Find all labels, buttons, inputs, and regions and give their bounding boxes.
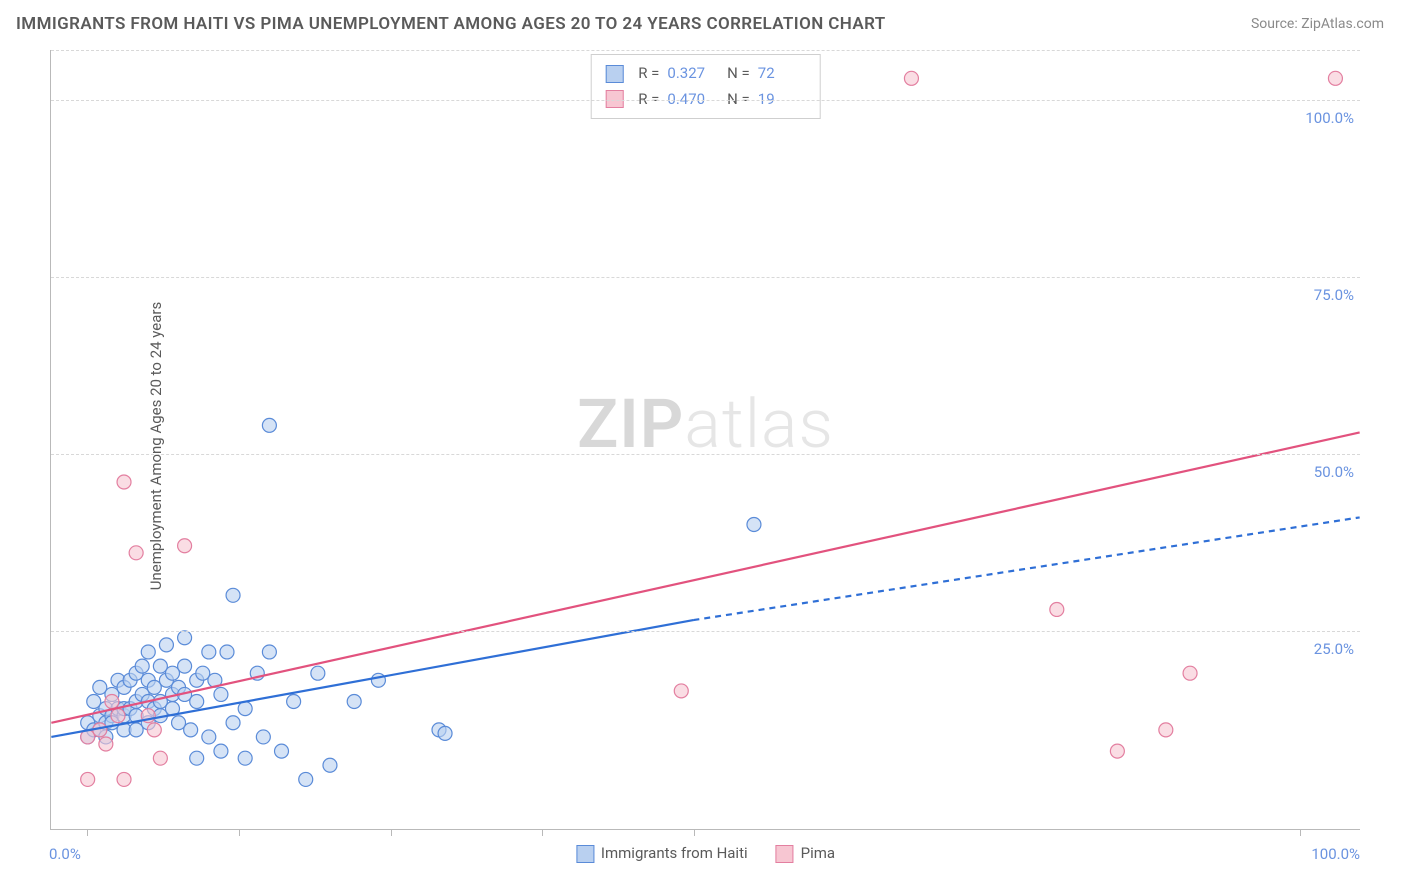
stat-n-label: N = bbox=[723, 61, 749, 87]
plot-area: ZIPatlas R =0.327 N =72R =0.470 N =19 Im… bbox=[50, 50, 1360, 830]
data-point bbox=[129, 546, 143, 560]
data-point bbox=[323, 758, 337, 772]
data-point bbox=[287, 695, 301, 709]
data-point bbox=[674, 684, 688, 698]
gridline-h bbox=[51, 454, 1360, 455]
data-point bbox=[1183, 666, 1197, 680]
data-point bbox=[153, 751, 167, 765]
legend-label: Immigrants from Haiti bbox=[601, 844, 748, 862]
data-point bbox=[105, 695, 119, 709]
data-point bbox=[238, 702, 252, 716]
source-label: Source: ZipAtlas.com bbox=[1251, 16, 1384, 32]
data-point bbox=[178, 659, 192, 673]
data-point bbox=[190, 751, 204, 765]
y-tick-label: 100.0% bbox=[1305, 109, 1354, 127]
data-point bbox=[111, 709, 125, 723]
gridline-h bbox=[51, 50, 1360, 51]
data-point bbox=[178, 539, 192, 553]
data-point bbox=[1328, 71, 1342, 85]
x-tick-label-min: 0.0% bbox=[49, 845, 81, 863]
trend-line-extrapolated bbox=[693, 517, 1359, 620]
data-point bbox=[214, 687, 228, 701]
series-legend: Immigrants from Haiti Pima bbox=[576, 844, 835, 863]
legend-item: Pima bbox=[776, 844, 835, 863]
data-point bbox=[178, 631, 192, 645]
data-point bbox=[135, 659, 149, 673]
x-tick bbox=[87, 829, 88, 836]
data-point bbox=[1110, 744, 1124, 758]
data-point bbox=[190, 695, 204, 709]
data-point bbox=[904, 71, 918, 85]
y-tick-label: 75.0% bbox=[1314, 286, 1354, 304]
stat-r-label: R = bbox=[638, 61, 659, 87]
data-point bbox=[262, 418, 276, 432]
x-tick-label-max: 100.0% bbox=[1311, 845, 1360, 863]
legend-swatch bbox=[776, 845, 794, 863]
gridline-h bbox=[51, 100, 1360, 101]
data-point bbox=[184, 723, 198, 737]
data-point bbox=[99, 737, 113, 751]
data-point bbox=[1050, 602, 1064, 616]
y-tick-label: 25.0% bbox=[1314, 640, 1354, 658]
data-point bbox=[159, 638, 173, 652]
trend-line bbox=[51, 432, 1359, 722]
gridline-h bbox=[51, 277, 1360, 278]
data-point bbox=[438, 726, 452, 740]
x-tick bbox=[239, 829, 240, 836]
x-tick bbox=[391, 829, 392, 836]
data-point bbox=[117, 772, 131, 786]
data-point bbox=[202, 645, 216, 659]
stat-n-value: 72 bbox=[758, 61, 806, 87]
data-point bbox=[747, 517, 761, 531]
chart-title: IMMIGRANTS FROM HAITI VS PIMA UNEMPLOYME… bbox=[16, 14, 886, 34]
scatter-svg bbox=[51, 50, 1360, 829]
legend-swatch bbox=[605, 65, 623, 83]
x-tick bbox=[694, 829, 695, 836]
stats-row: R = 0.327 N = 72 bbox=[605, 61, 806, 87]
data-point bbox=[220, 645, 234, 659]
data-point bbox=[275, 744, 289, 758]
data-point bbox=[202, 730, 216, 744]
gridline-h bbox=[51, 631, 1360, 632]
data-point bbox=[226, 716, 240, 730]
data-point bbox=[147, 723, 161, 737]
x-tick bbox=[1300, 829, 1301, 836]
x-tick bbox=[542, 829, 543, 836]
legend-item: Immigrants from Haiti bbox=[576, 844, 748, 863]
data-point bbox=[214, 744, 228, 758]
data-point bbox=[226, 588, 240, 602]
data-point bbox=[1159, 723, 1173, 737]
legend-swatch bbox=[576, 845, 594, 863]
data-point bbox=[347, 695, 361, 709]
data-point bbox=[262, 645, 276, 659]
legend-label: Pima bbox=[801, 844, 835, 862]
stat-r-value: 0.327 bbox=[667, 61, 715, 87]
data-point bbox=[117, 475, 131, 489]
y-tick-label: 50.0% bbox=[1314, 463, 1354, 481]
data-point bbox=[141, 645, 155, 659]
data-point bbox=[81, 772, 95, 786]
data-point bbox=[238, 751, 252, 765]
data-point bbox=[371, 673, 385, 687]
data-point bbox=[256, 730, 270, 744]
data-point bbox=[311, 666, 325, 680]
stats-legend-box: R =0.327 N =72R =0.470 N =19 bbox=[590, 54, 821, 119]
data-point bbox=[299, 772, 313, 786]
